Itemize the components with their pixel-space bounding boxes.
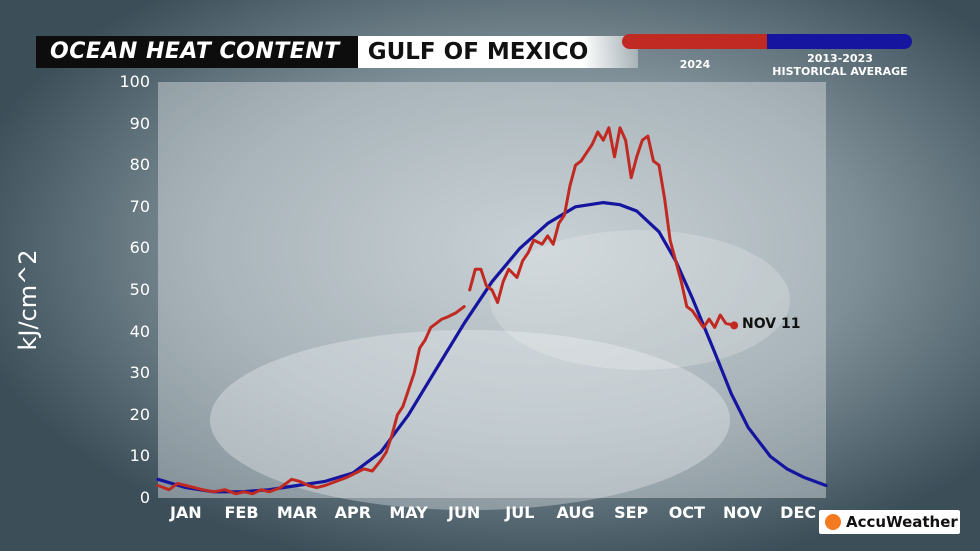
x-tick-label: SEP [614, 503, 649, 522]
x-tick-label: DEC [780, 503, 817, 522]
y-tick-label: 10 [129, 446, 150, 466]
legend-swatch-2024 [622, 34, 767, 49]
x-tick-label: AUG [556, 503, 595, 522]
x-tick-label: FEB [224, 503, 259, 522]
series-line-historical [156, 201, 828, 494]
x-tick-label: JAN [169, 503, 202, 522]
series-line-2024-segment [468, 126, 736, 329]
y-tick-label: 60 [129, 238, 150, 258]
y-tick-label: 0 [139, 488, 150, 507]
end-point-marker [730, 321, 739, 330]
y-tick-label: 80 [129, 155, 150, 175]
end-point-label: NOV 11 [742, 316, 801, 332]
x-tick-label: APR [334, 503, 372, 522]
y-tick-label: 90 [129, 113, 150, 133]
series-line-2024-segment [156, 305, 466, 496]
legend-bar [622, 34, 912, 49]
x-tick-label: OCT [668, 503, 705, 522]
y-tick-label: 70 [129, 196, 150, 216]
sun-icon [825, 514, 841, 530]
logo-text: AccuWeather [846, 513, 958, 531]
x-tick-label: MAR [276, 503, 318, 522]
accuweather-logo: AccuWeather [819, 510, 960, 534]
legend-label-historical-years: 2013-2023 [807, 52, 873, 65]
title-bar: OCEAN HEAT CONTENT GULF OF MEXICO [36, 36, 639, 68]
y-tick-label: 100 [119, 72, 150, 91]
chart-title: OCEAN HEAT CONTENT [36, 36, 358, 68]
y-tick-label: 40 [129, 321, 150, 341]
legend-label-historical: 2013-2023 HISTORICAL AVERAGE [770, 52, 910, 78]
series-layer [156, 126, 828, 496]
legend-label-historical-text: HISTORICAL AVERAGE [772, 65, 908, 78]
legend-swatch-historical [767, 34, 912, 49]
x-tick-label: NOV [723, 503, 762, 522]
region-title: GULF OF MEXICO [357, 36, 639, 68]
x-tick-label: JUN [447, 503, 481, 522]
y-tick-label: 50 [129, 280, 150, 299]
x-tick-label: JUL [505, 503, 535, 522]
x-tick-label: MAY [389, 503, 428, 522]
legend-label-2024: 2024 [679, 58, 711, 71]
y-tick-label: 30 [129, 363, 150, 383]
y-tick-label: 20 [129, 404, 150, 424]
